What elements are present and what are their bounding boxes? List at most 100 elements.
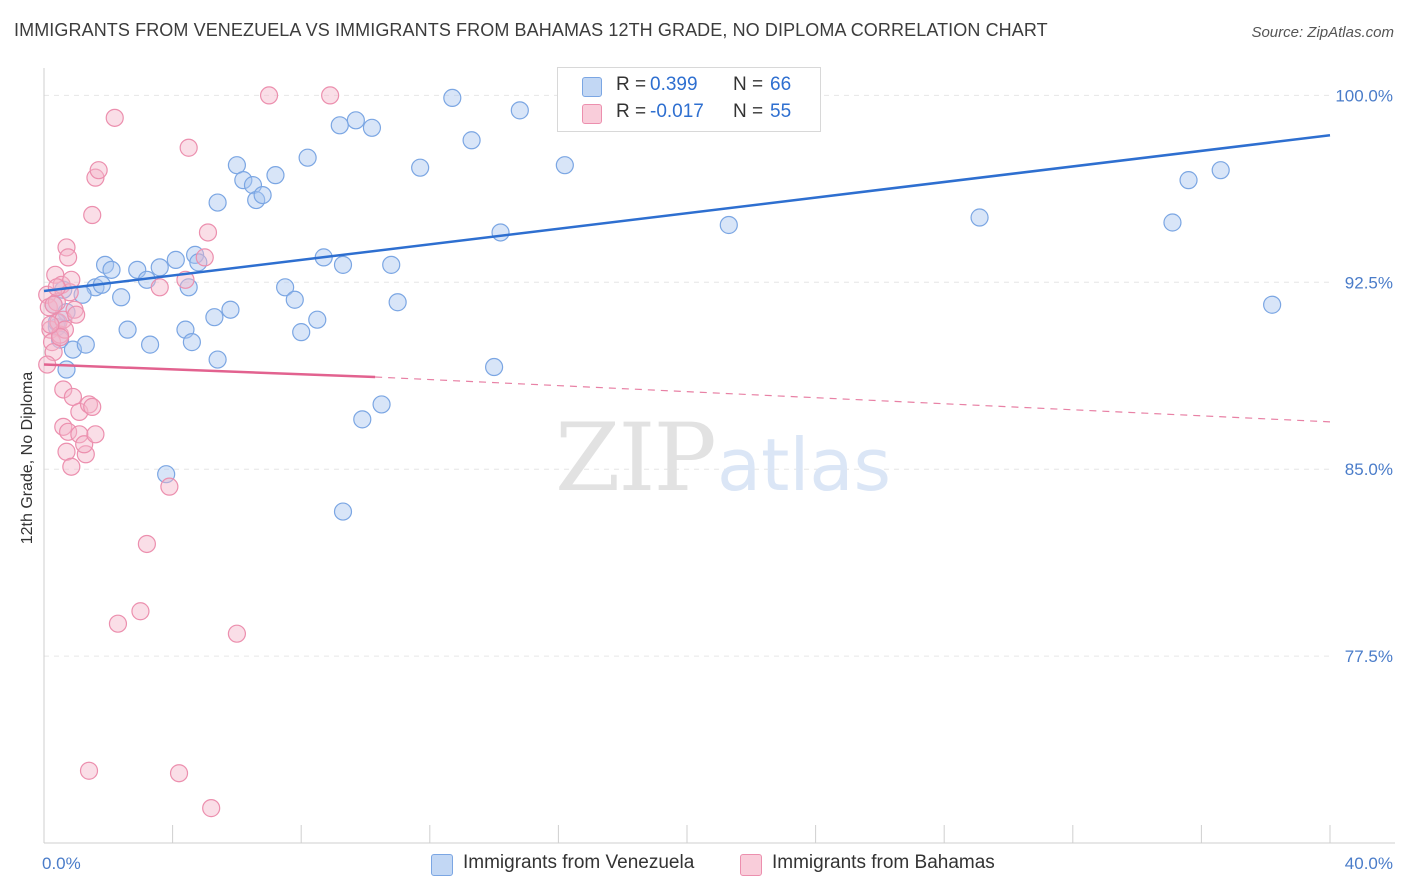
stats-box: R = 0.399 N = 66 R = -0.017 N = 55 <box>557 67 821 132</box>
n-label: N = <box>733 74 764 95</box>
venezuela-point <box>221 300 240 319</box>
venezuela-point <box>1263 295 1282 314</box>
venezuela-point <box>102 260 121 279</box>
bahamas-point <box>86 425 105 444</box>
venezuela-point <box>1163 213 1182 232</box>
venezuela-point <box>491 223 510 242</box>
bahamas-point <box>67 305 86 324</box>
y-tick-label: 100.0% <box>1335 86 1393 105</box>
venezuela-point <box>57 360 76 379</box>
bahamas-trend-extension <box>375 376 1331 423</box>
bahamas-point <box>79 761 99 780</box>
venezuela-point <box>298 148 317 167</box>
bahamas-point <box>41 315 60 334</box>
y-axis-label: 12th Grade, No Diploma <box>19 372 36 545</box>
venezuela-point <box>333 255 353 274</box>
watermark-atlas: atlas <box>717 423 891 507</box>
r-label: R = <box>616 101 647 122</box>
r-label: R = <box>616 74 647 95</box>
venezuela-point <box>719 215 738 235</box>
venezuela-point <box>1211 161 1230 180</box>
trend-lines <box>43 134 1331 423</box>
venezuela-point <box>1179 171 1198 190</box>
r-value: -0.017 <box>650 101 704 122</box>
venezuela-point <box>462 131 481 150</box>
bahamas-point <box>105 108 124 127</box>
bahamas-point <box>47 293 66 312</box>
axis-labels: 100.0% 92.5% 85.0% 77.5% 0.0% 40.0% 12th Grade… <box>19 86 1393 873</box>
n-value: 66 <box>770 74 792 95</box>
bahamas-point <box>108 614 128 633</box>
bahamas-point <box>54 380 73 399</box>
watermark-zip: ZIP <box>555 404 715 513</box>
venezuela-point <box>443 88 462 108</box>
axes <box>43 68 1395 844</box>
bahamas-point <box>47 278 66 297</box>
venezuela-point <box>285 290 304 309</box>
venezuela-point <box>208 193 227 212</box>
bahamas-point <box>198 223 218 242</box>
bahamas-legend-swatch <box>740 854 762 876</box>
bahamas-point <box>63 387 83 407</box>
bahamas-point <box>59 248 78 267</box>
bahamas-swatch <box>582 104 602 124</box>
venezuela-point <box>140 335 160 354</box>
venezuela-point <box>266 166 285 185</box>
bahamas-point <box>227 624 246 643</box>
venezuela-point <box>128 260 147 279</box>
venezuela-trend-line <box>43 134 1331 293</box>
legend-label: Immigrants from Venezuela <box>463 852 695 873</box>
bahamas-point <box>54 417 73 436</box>
bahamas-point <box>89 161 108 180</box>
bahamas-point <box>50 328 70 347</box>
venezuela-point <box>353 410 372 429</box>
chart-title: IMMIGRANTS FROM VENEZUELA VS IMMIGRANTS … <box>14 20 1048 40</box>
bahamas-point <box>179 138 198 157</box>
venezuela-point <box>276 278 295 297</box>
source-label: Source: ZipAtlas.com <box>1251 24 1394 41</box>
bahamas-point <box>83 397 102 417</box>
venezuela-legend-swatch <box>431 854 453 876</box>
venezuela-point <box>253 185 272 205</box>
venezuela-point <box>330 116 349 135</box>
bahamas-point <box>44 295 63 314</box>
bahamas-point <box>83 205 102 225</box>
venezuela-point <box>243 176 263 195</box>
venezuela-point <box>166 250 185 269</box>
venezuela-point <box>485 357 504 377</box>
bahamas-point <box>202 799 221 818</box>
bahamas-point <box>131 602 150 621</box>
venezuela-point <box>208 350 227 369</box>
legend-label: Immigrants from Bahamas <box>772 852 995 873</box>
y-tick-label: 77.5% <box>1345 647 1393 666</box>
y-tick-label: 92.5% <box>1345 273 1393 292</box>
venezuela-point <box>118 320 137 339</box>
venezuela-point <box>227 156 246 175</box>
bahamas-point <box>70 425 89 444</box>
venezuela-point <box>234 171 253 190</box>
x-tick-label: 40.0% <box>1345 854 1393 873</box>
venezuela-point <box>411 158 430 177</box>
venezuela-point <box>382 255 401 274</box>
venezuela-point <box>388 293 407 312</box>
venezuela-point <box>308 310 327 329</box>
bahamas-point <box>321 86 340 105</box>
y-tick-label: 85.0% <box>1345 460 1393 479</box>
venezuela-point <box>112 288 131 307</box>
venezuela-point <box>292 323 311 342</box>
n-value: 55 <box>770 101 792 122</box>
venezuela-point <box>555 156 574 175</box>
venezuela-point <box>150 258 169 277</box>
venezuela-point <box>205 308 224 327</box>
venezuela-point <box>333 502 353 521</box>
bahamas-point <box>160 477 179 496</box>
venezuela-point <box>362 118 382 137</box>
x-tick-label: 0.0% <box>42 854 81 873</box>
venezuela-point <box>510 101 529 120</box>
venezuela-point <box>372 395 391 414</box>
bahamas-point <box>195 248 214 267</box>
venezuela-point <box>182 333 201 352</box>
bahamas-point <box>79 395 99 414</box>
venezuela-swatch <box>582 77 602 97</box>
